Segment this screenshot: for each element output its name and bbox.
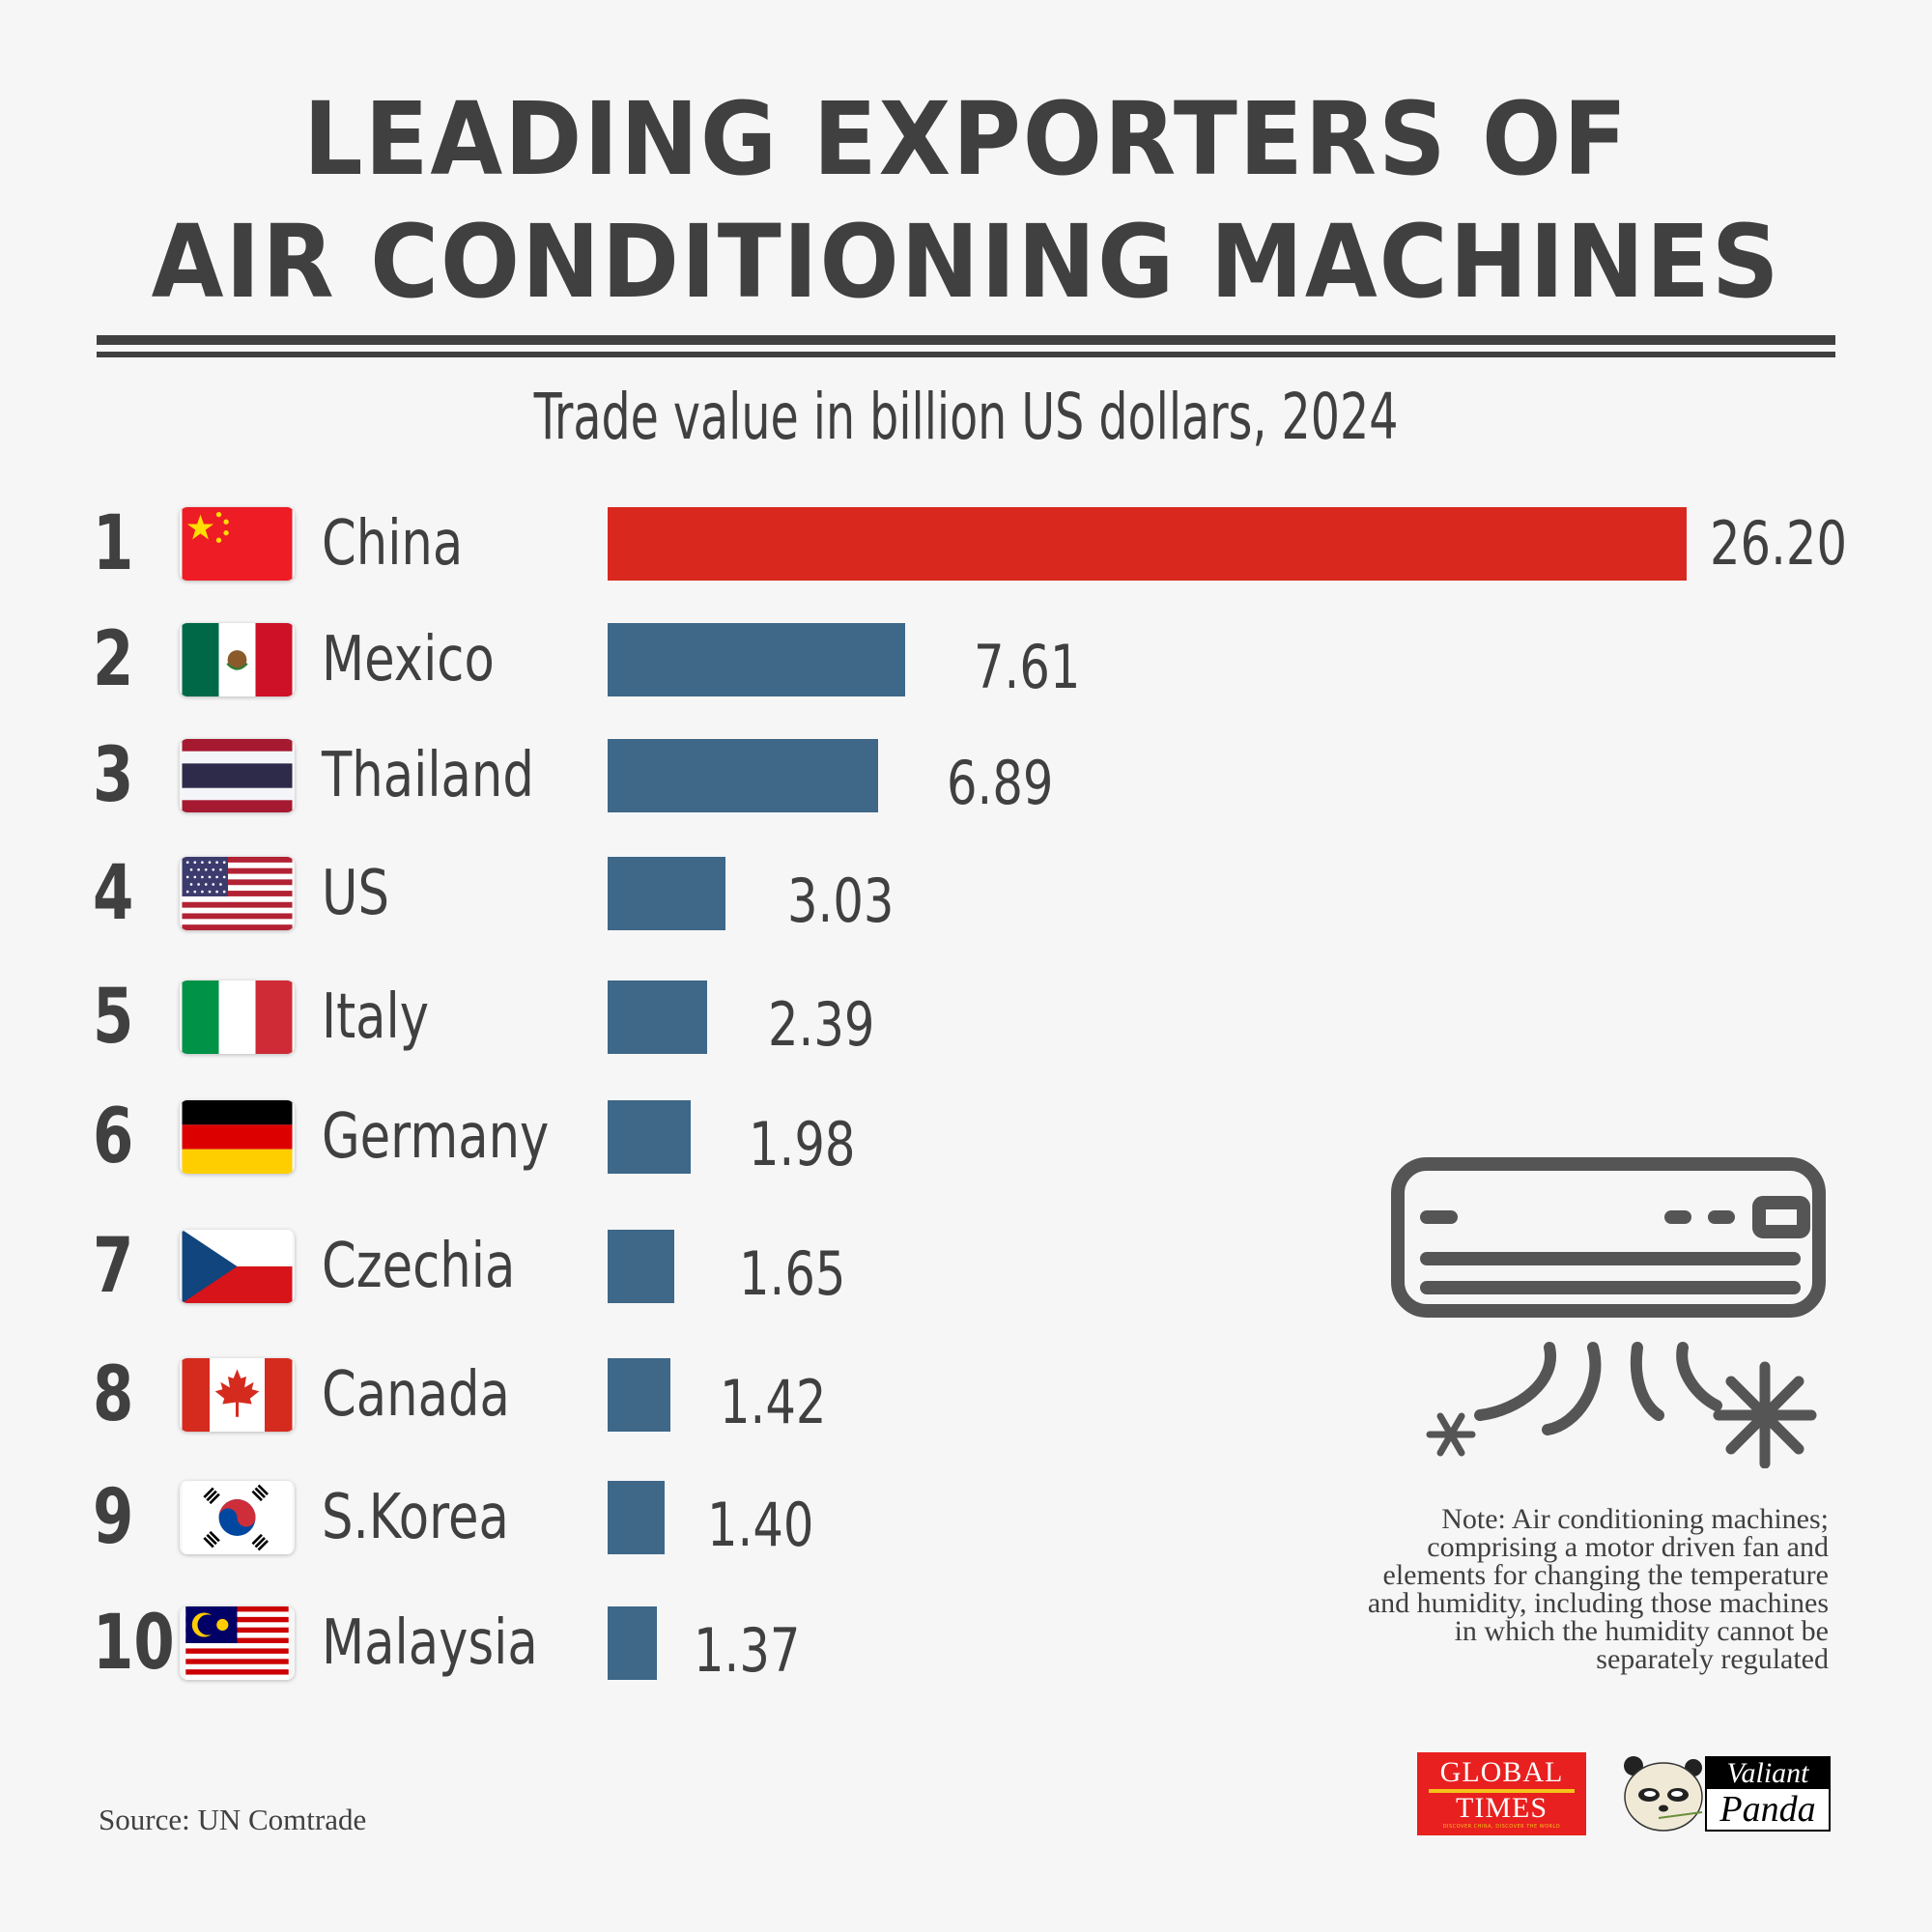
value-label: 1.37: [694, 1615, 801, 1686]
rank-number: 6: [93, 1094, 134, 1180]
chart-row: 4 US 3.03: [0, 850, 1932, 937]
chart-row: 5 Italy 2.39: [0, 974, 1932, 1061]
chart-title-line-1: LEADING EXPORTERS OF: [302, 80, 1630, 198]
chart-row: 9 S.Korea 1.40: [0, 1474, 1932, 1561]
country-name: Czechia: [322, 1231, 516, 1302]
mexico-flag-icon: [180, 623, 295, 696]
value-label: 2.39: [768, 989, 875, 1060]
bar-mexico: [608, 623, 905, 696]
bar-malaysia: [608, 1606, 657, 1680]
bar-canada: [608, 1358, 670, 1432]
value-label: 1.40: [707, 1490, 814, 1560]
value-label: 1.98: [749, 1109, 856, 1179]
rank-number: 9: [93, 1474, 134, 1561]
czechia-flag-icon: [180, 1230, 295, 1303]
valiant-panda-line2: Panda: [1719, 1789, 1816, 1830]
malaysia-flag-icon: [180, 1606, 295, 1680]
panda-face-icon: [1620, 1752, 1707, 1833]
chart-row: 8 Canada 1.42: [0, 1351, 1932, 1438]
valiant-panda-logo: Valiant Panda: [1620, 1752, 1831, 1833]
chart-row: 3 Thailand 6.89: [0, 732, 1932, 819]
value-label: 26.20: [1710, 508, 1847, 579]
bar-china: [608, 507, 1687, 581]
bar-italy: [608, 980, 707, 1054]
italy-flag-icon: [180, 980, 295, 1054]
country-name: Germany: [322, 1101, 550, 1173]
rank-number: 10: [93, 1600, 175, 1687]
title-divider-thick: [97, 335, 1835, 345]
country-name: Italy: [322, 981, 430, 1053]
rank-number: 3: [93, 732, 134, 819]
bar-us: [608, 857, 725, 930]
rank-number: 4: [93, 850, 134, 937]
value-label: 3.03: [787, 866, 895, 936]
value-label: 1.65: [739, 1238, 846, 1309]
global-times-tagline: DISCOVER CHINA, DISCOVER THE WORLD: [1442, 1824, 1561, 1830]
country-name: Mexico: [322, 624, 495, 696]
valiant-panda-wordmark: Valiant Panda: [1705, 1756, 1831, 1832]
rank-number: 1: [93, 500, 134, 587]
country-name: Malaysia: [322, 1607, 538, 1679]
chart-row: 2 Mexico 7.61: [0, 616, 1932, 703]
china-flag-icon: [180, 507, 295, 581]
value-label: 6.89: [947, 748, 1054, 818]
bar-thailand: [608, 739, 878, 812]
rank-number: 2: [93, 616, 134, 703]
bar-czechia: [608, 1230, 674, 1303]
chart-title-line-2: AIR CONDITIONING MACHINES: [151, 203, 1781, 321]
value-label: 7.61: [974, 632, 1081, 702]
chart-row: 10 Malaysia 1.37: [0, 1600, 1932, 1687]
country-name: US: [322, 858, 389, 929]
value-label: 1.42: [720, 1367, 827, 1437]
country-name: Canada: [322, 1359, 510, 1431]
air-conditioner-icon: [1383, 1150, 1837, 1469]
chart-row: 7 Czechia 1.65: [0, 1223, 1932, 1310]
chart-row: 1 China 26.20: [0, 500, 1932, 587]
source-label: Source: UN Comtrade: [99, 1803, 367, 1836]
rank-number: 8: [93, 1351, 134, 1438]
thailand-flag-icon: [180, 739, 295, 812]
global-times-logo-line1: GLOBAL: [1439, 1756, 1564, 1788]
global-times-logo-band: [1429, 1789, 1575, 1793]
valiant-panda-line1: Valiant: [1707, 1758, 1829, 1789]
country-name: Thailand: [322, 740, 534, 811]
bar-south-korea: [608, 1481, 665, 1554]
south-korea-flag-icon: [180, 1481, 295, 1554]
bar-germany: [608, 1100, 691, 1174]
chart-row: 6 Germany 1.98: [0, 1094, 1932, 1180]
germany-flag-icon: [180, 1100, 295, 1174]
global-times-logo-line2: TIMES: [1456, 1792, 1548, 1824]
rank-number: 7: [93, 1223, 134, 1310]
title-divider-thin: [97, 352, 1835, 357]
country-name: China: [322, 508, 464, 580]
rank-number: 5: [93, 974, 134, 1061]
global-times-logo: GLOBAL TIMES DISCOVER CHINA, DISCOVER TH…: [1417, 1752, 1586, 1835]
country-name: S.Korea: [322, 1482, 509, 1553]
canada-flag-icon: [180, 1358, 295, 1432]
chart-note: Note: Air conditioning machines; compris…: [1367, 1503, 1829, 1675]
us-flag-icon: [180, 857, 295, 930]
chart-subtitle: Trade value in billion US dollars, 2024: [533, 380, 1399, 454]
